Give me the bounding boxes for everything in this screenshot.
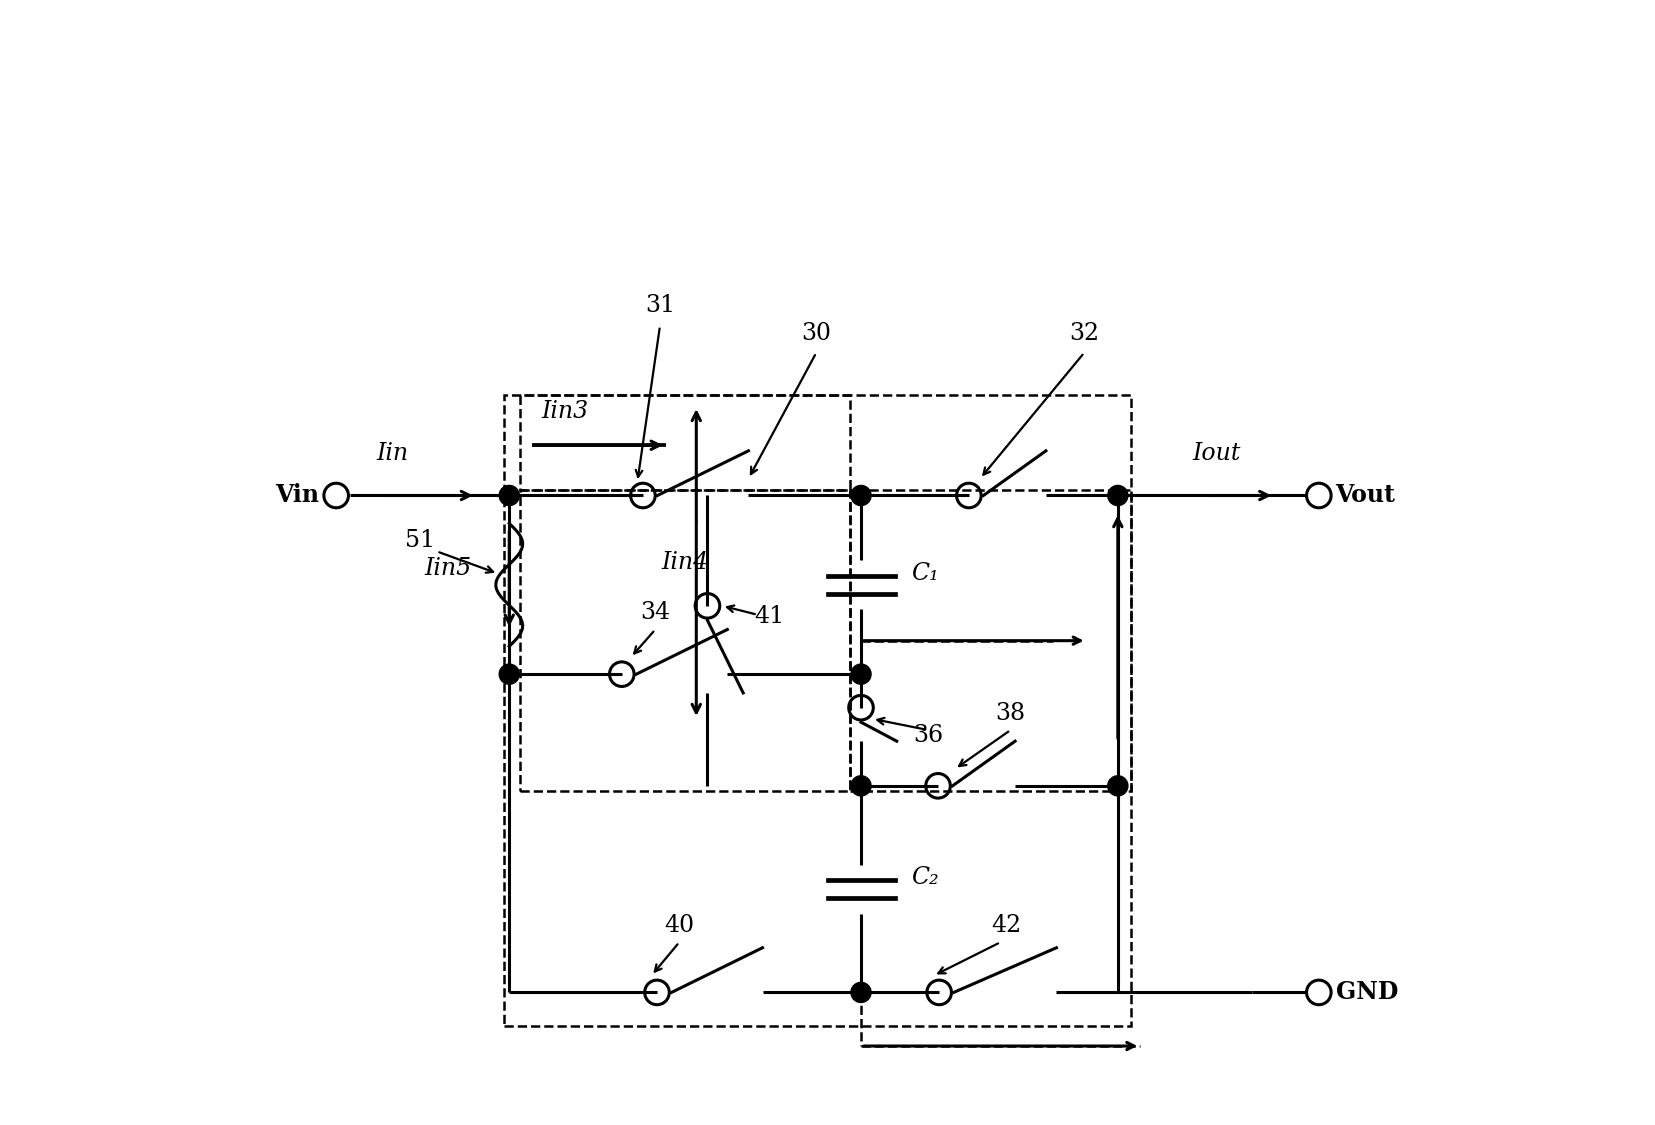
Text: 32: 32 [1069,322,1099,345]
Text: C₁: C₁ [912,562,938,585]
Text: 31: 31 [645,294,675,317]
Circle shape [1107,486,1129,505]
Text: C₂: C₂ [912,866,938,890]
Text: Iin3: Iin3 [541,400,589,423]
Circle shape [851,982,871,1002]
Text: Iin5: Iin5 [424,557,472,579]
Text: 40: 40 [664,914,695,937]
Circle shape [1107,776,1129,795]
Circle shape [851,776,871,795]
Text: 51: 51 [405,529,435,551]
Circle shape [500,486,520,505]
Text: Iin4: Iin4 [662,551,708,574]
Text: GND: GND [1336,980,1398,1005]
Text: 42: 42 [991,914,1021,937]
Text: 34: 34 [640,601,670,624]
Text: 38: 38 [996,702,1026,724]
Text: 30: 30 [801,322,831,345]
Text: Vout: Vout [1336,484,1395,507]
Circle shape [851,664,871,684]
Text: Iin: Iin [376,442,409,465]
Circle shape [851,486,871,505]
Circle shape [500,664,520,684]
Text: Iout: Iout [1192,442,1240,465]
Text: 41: 41 [753,605,784,629]
Text: Vin: Vin [275,484,319,507]
Text: 36: 36 [914,724,943,747]
